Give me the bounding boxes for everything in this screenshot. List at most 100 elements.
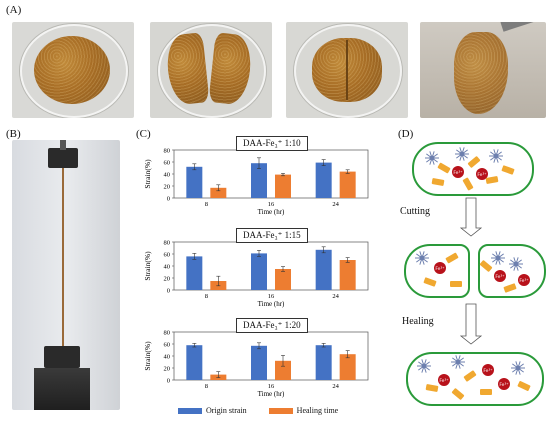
bar-origin	[186, 345, 203, 380]
ligand-segment	[480, 389, 492, 395]
x-axis-label: Time (hr)	[258, 208, 285, 216]
bar-origin	[251, 163, 267, 198]
bar-origin	[315, 345, 332, 380]
photo-intact-gel	[12, 22, 134, 118]
ligand-segment	[445, 252, 459, 264]
complex-core	[421, 363, 427, 369]
ligand-segment	[463, 370, 477, 382]
bar-healing	[210, 187, 227, 198]
complex-core	[459, 151, 465, 157]
chart-svg: 0 20 40 60 80 Strain(%) 8 16 24 Time (hr)	[143, 330, 369, 398]
y-tick-label: 60	[164, 342, 171, 349]
x-tick-label: 16	[268, 383, 275, 390]
bar-healing	[275, 269, 291, 290]
ligand-segment	[431, 178, 445, 186]
chelate-complex	[451, 355, 465, 369]
ferric-ion	[518, 274, 530, 286]
ferric-ion	[482, 364, 494, 376]
ligand-segment	[425, 384, 439, 392]
x-tick-label: 24	[332, 383, 339, 390]
process-arrow	[459, 197, 483, 237]
panel-label-a: (A)	[6, 4, 22, 16]
y-tick-label: 40	[164, 264, 171, 271]
panel-label-d: (D)	[398, 128, 414, 140]
ferric-ion-label: Fe³⁺	[483, 368, 493, 374]
chart-svg: 0 20 40 60 80 Strain(%) 8 16 24 Time (hr)	[143, 148, 369, 216]
sample-strip	[62, 168, 64, 348]
legend-label-healing: Healing time	[296, 406, 339, 415]
ligand-segment	[467, 156, 481, 168]
photo-stretched-gel	[420, 22, 546, 118]
ligand-segment	[462, 177, 474, 191]
panel-label-c: (C)	[136, 128, 151, 140]
y-tick-label: 20	[164, 184, 171, 191]
chelate-complex	[509, 257, 523, 271]
x-tick-label: 16	[268, 293, 275, 300]
bar-origin	[251, 345, 267, 380]
plot-frame	[173, 149, 369, 199]
bar-origin	[186, 256, 203, 290]
x-tick-label: 8	[205, 293, 208, 300]
chart-title: DAA-Fe₃⁺ 1:15	[236, 228, 308, 243]
tweezer-tip	[500, 22, 546, 32]
lower-clamp	[44, 346, 80, 368]
ferric-ion-label: Fe³⁺	[495, 274, 505, 280]
chelate-complex	[489, 149, 503, 163]
x-tick-label: 8	[205, 201, 208, 208]
mechanism-diagram: Fe³⁺ Fe³⁺ Fe³⁺ Fe³⁺ Fe³⁺ Fe³⁺ Fe³⁺ Fe³⁺ Cutting…	[400, 140, 546, 418]
ferric-ion	[498, 378, 510, 390]
diagram-overlay: Fe³⁺ Fe³⁺ Fe³⁺ Fe³⁺ Fe³⁺ Fe³⁺ Fe³⁺ Fe³⁺	[415, 147, 531, 400]
dish-rim	[20, 24, 128, 118]
y-axis-label: Strain(%)	[143, 251, 152, 281]
photo-healed-gel	[286, 22, 408, 118]
bar-chart-1-20: 0 20 40 60 80 Strain(%) 8 16 24 Time (hr) DAA-Fe₃…	[140, 318, 380, 398]
complex-core	[429, 155, 435, 161]
bar-healing	[275, 360, 291, 380]
chart-title: DAA-Fe₃⁺ 1:10	[236, 136, 308, 151]
cutting-label: Cutting	[400, 206, 431, 217]
chelate-complex	[455, 147, 469, 161]
bar-healing	[339, 171, 356, 198]
process-arrow	[459, 303, 483, 345]
ferric-ion-label: Fe³⁺	[519, 278, 529, 284]
y-tick-label: 0	[167, 196, 170, 203]
chart-title: DAA-Fe₃⁺ 1:20	[236, 318, 308, 333]
y-tick-label: 20	[164, 276, 171, 283]
ligand-segment	[501, 165, 515, 175]
ferric-ion-label: Fe³⁺	[453, 170, 463, 176]
ligand-segment	[437, 162, 451, 174]
y-tick-label: 80	[164, 330, 171, 337]
photo-tensile-test	[12, 140, 120, 410]
healing-label: Healing	[402, 316, 434, 327]
y-tick-label: 80	[164, 240, 171, 247]
x-axis-label: Time (hr)	[258, 300, 285, 308]
ferric-ion	[476, 168, 488, 180]
legend: Origin strain Healing time	[178, 406, 338, 415]
upper-clamp	[48, 148, 78, 168]
bar-origin	[186, 166, 203, 198]
x-axis-label: Time (hr)	[258, 390, 285, 398]
bar-healing	[275, 174, 291, 198]
dish-rim	[294, 24, 402, 118]
y-tick-label: 0	[167, 288, 170, 295]
ligand-segment	[485, 176, 499, 184]
gel-stretched	[454, 32, 508, 114]
bar-chart-1-15: 0 20 40 60 80 Strain(%) 8 16 24 Time (hr) DAA-Fe₃…	[140, 228, 380, 308]
chelate-complex	[425, 151, 439, 165]
bar-origin	[315, 162, 332, 198]
y-tick-label: 40	[164, 172, 171, 179]
ligand-segment	[451, 388, 465, 400]
ferric-ion	[494, 270, 506, 282]
legend-swatch-healing	[268, 407, 293, 414]
bar-healing	[339, 354, 356, 380]
x-tick-label: 24	[332, 293, 339, 300]
chelate-complex	[415, 251, 429, 265]
chelate-complex	[417, 359, 431, 373]
bar-origin	[315, 249, 332, 290]
ferric-ion-label: Fe³⁺	[499, 382, 509, 388]
y-tick-label: 60	[164, 252, 171, 259]
x-tick-label: 24	[332, 201, 339, 208]
complex-core	[419, 255, 425, 261]
x-tick-label: 8	[205, 383, 208, 390]
chelate-complex	[511, 361, 525, 375]
